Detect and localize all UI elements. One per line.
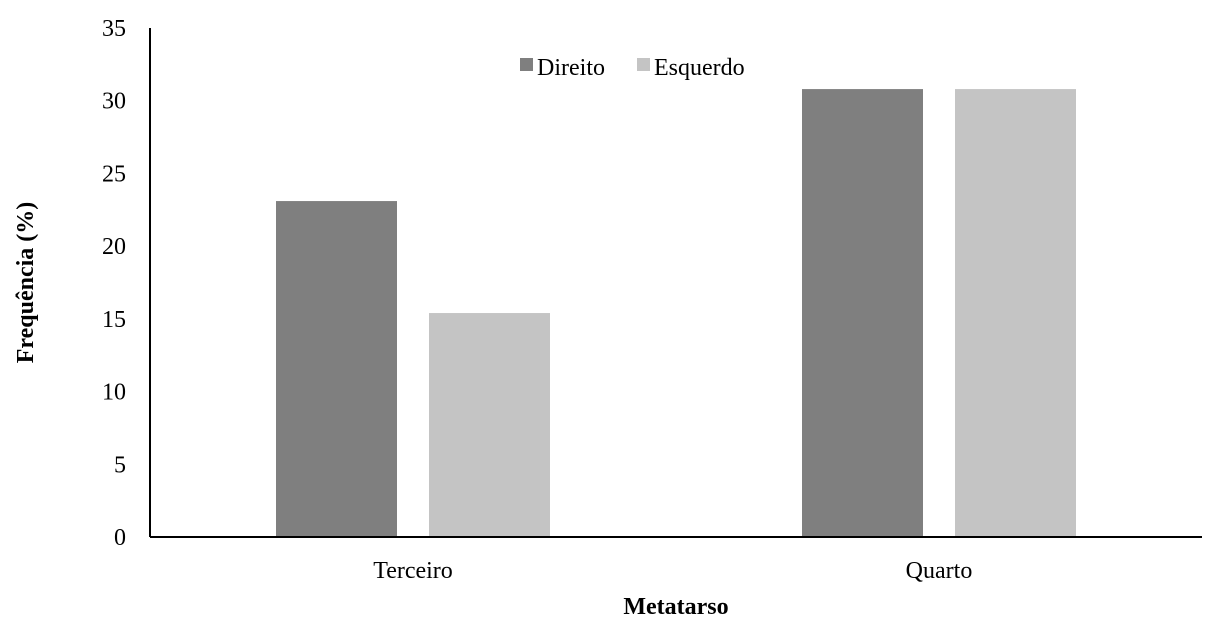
y-tick-label: 25 [102, 161, 126, 187]
x-tick-label: Quarto [906, 558, 973, 584]
bar-direito-terceiro [276, 201, 397, 537]
y-tick-label: 35 [102, 16, 126, 42]
bar-esquerdo-quarto [955, 89, 1076, 537]
y-tick-label: 15 [102, 307, 126, 333]
bars [276, 89, 1076, 537]
x-axis-ticks: Terceiro Quarto [373, 558, 972, 584]
legend-label-direito: Direito [537, 55, 605, 81]
y-tick-label: 30 [102, 89, 126, 115]
bar-esquerdo-terceiro [429, 313, 550, 537]
x-axis-title: Metatarso [623, 594, 728, 617]
legend: Direito Esquerdo [520, 55, 745, 81]
y-tick-label: 10 [102, 380, 126, 406]
legend-label-esquerdo: Esquerdo [654, 55, 745, 81]
y-tick-label: 20 [102, 234, 126, 260]
y-axis-title: Frequência (%) [13, 202, 39, 364]
y-tick-label: 5 [114, 452, 126, 478]
y-axis-ticks: 0 5 10 15 20 25 30 35 [102, 16, 126, 551]
x-tick-label: Terceiro [373, 558, 453, 584]
legend-swatch-direito [520, 58, 533, 71]
y-tick-label: 0 [114, 525, 126, 551]
bar-direito-quarto [802, 89, 923, 537]
legend-swatch-esquerdo [637, 58, 650, 71]
